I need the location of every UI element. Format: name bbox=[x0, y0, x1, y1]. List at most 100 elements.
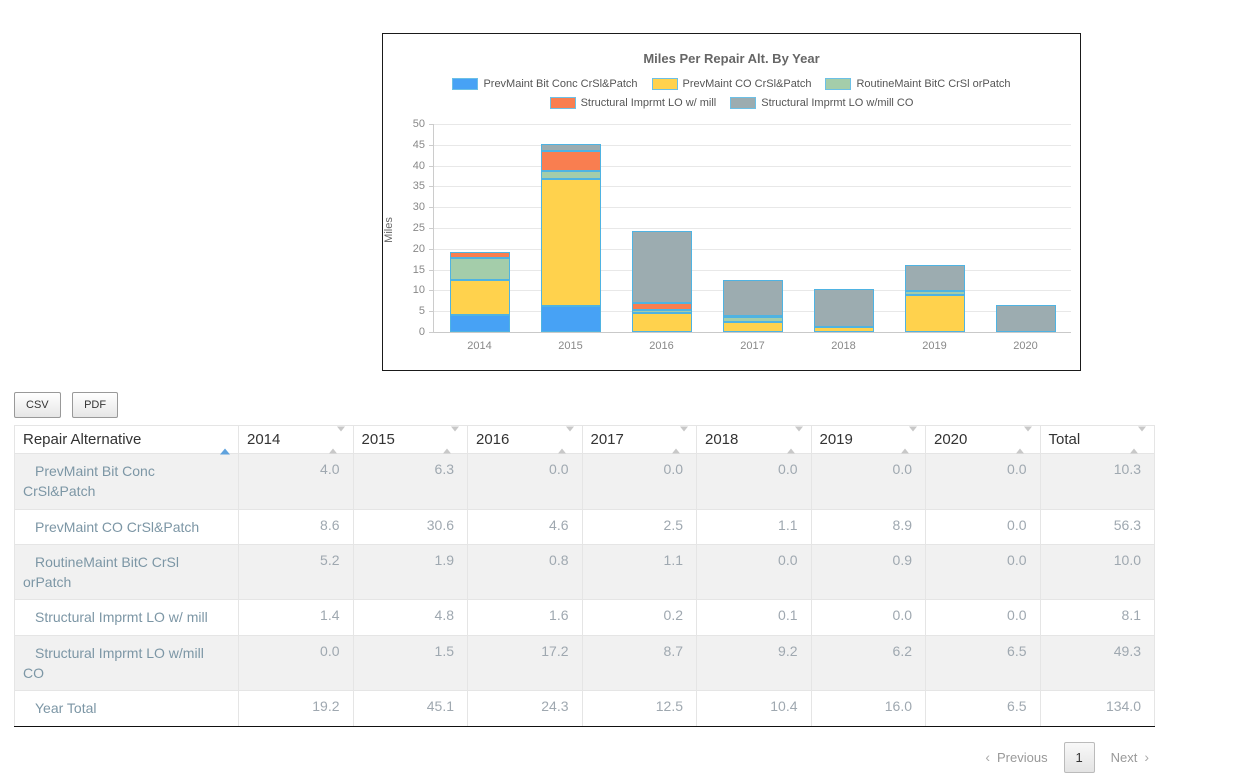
pdf-export-button[interactable]: PDF bbox=[72, 392, 119, 418]
column-header-label: 2016 bbox=[476, 431, 510, 448]
table-row-year-total: Year Total 19.2 45.1 24.3 12.5 10.4 16.0 6.5 134… bbox=[14, 690, 1155, 727]
sort-both-icon bbox=[557, 426, 574, 453]
value-cell: 56.3 bbox=[1039, 508, 1155, 545]
value-cell: 49.3 bbox=[1039, 634, 1155, 692]
gridline bbox=[434, 228, 1071, 229]
bar-segment[interactable] bbox=[449, 252, 510, 258]
column-header-2015[interactable]: 2015 bbox=[352, 425, 468, 454]
x-tick-label: 2014 bbox=[467, 340, 492, 352]
bar-segment[interactable] bbox=[904, 291, 965, 295]
y-tick-mark bbox=[429, 248, 434, 250]
column-header-2019[interactable]: 2019 bbox=[810, 425, 926, 454]
sort-ascending-icon bbox=[220, 431, 230, 454]
bar-segment[interactable] bbox=[449, 279, 510, 316]
value-cell: 1.1 bbox=[581, 543, 697, 601]
repair-alternative-cell: PrevMaint CO CrSl&Patch bbox=[14, 508, 239, 545]
sort-both-icon bbox=[1130, 426, 1146, 453]
bar-segment[interactable] bbox=[722, 317, 783, 322]
csv-export-button[interactable]: CSV bbox=[14, 392, 61, 418]
pagination-page-1-button[interactable]: 1 bbox=[1063, 741, 1095, 773]
gridline bbox=[434, 165, 1071, 167]
bar-segment[interactable] bbox=[631, 302, 692, 310]
bar-segment[interactable] bbox=[631, 309, 692, 313]
legend-label: PrevMaint Bit Conc CrSl&Patch bbox=[483, 78, 638, 90]
legend-row: Structural Imprmt LO w/ mill Structural I… bbox=[383, 97, 1080, 109]
chart-legend: PrevMaint Bit Conc CrSl&Patch PrevMaint C… bbox=[383, 78, 1080, 116]
value-cell: 8.9 bbox=[810, 508, 926, 545]
bar-segment[interactable] bbox=[449, 257, 510, 280]
pagination-previous-button[interactable]: ‹ Previous bbox=[985, 749, 1047, 765]
bar-segment[interactable] bbox=[540, 305, 601, 332]
value-cell: 10.4 bbox=[696, 690, 812, 727]
repair-alternative-cell: PrevMaint Bit Conc CrSl&Patch bbox=[14, 453, 239, 510]
legend-swatch bbox=[549, 97, 576, 109]
column-header-2014[interactable]: 2014 bbox=[238, 425, 354, 454]
legend-item[interactable]: Structural Imprmt LO w/ mill bbox=[549, 97, 716, 109]
legend-item[interactable]: PrevMaint CO CrSl&Patch bbox=[651, 78, 812, 90]
value-cell: 16.0 bbox=[810, 690, 926, 727]
column-header-total[interactable]: Total bbox=[1039, 425, 1155, 454]
value-cell: 1.4 bbox=[238, 599, 354, 636]
value-cell: 4.0 bbox=[238, 453, 354, 510]
sort-both-icon bbox=[786, 426, 803, 453]
repair-alternative-cell: Structural Imprmt LO w/ mill bbox=[14, 599, 239, 636]
legend-label: RoutineMaint BitC CrSl orPatch bbox=[856, 78, 1011, 90]
legend-label: PrevMaint CO CrSl&Patch bbox=[682, 78, 812, 90]
y-tick-label: 35 bbox=[412, 180, 425, 193]
legend-item[interactable]: Structural Imprmt LO w/mill CO bbox=[730, 97, 913, 109]
column-header-2018[interactable]: 2018 bbox=[696, 425, 812, 454]
value-cell: 10.3 bbox=[1039, 453, 1155, 510]
x-tick-label: 2016 bbox=[649, 340, 674, 352]
repair-alternative-table: Repair Alternative 2014 2015 2016 2017 2018 20… bbox=[14, 425, 1155, 727]
bar-segment[interactable] bbox=[540, 178, 601, 306]
pagination-next-button[interactable]: Next › bbox=[1111, 749, 1149, 765]
legend-label: Structural Imprmt LO w/mill CO bbox=[761, 97, 914, 109]
y-tick-mark bbox=[429, 269, 434, 271]
column-header-repair-alternative[interactable]: Repair Alternative bbox=[14, 425, 239, 454]
bar-segment[interactable] bbox=[540, 170, 601, 179]
gridline bbox=[434, 269, 1071, 271]
bar-segment[interactable] bbox=[904, 294, 965, 332]
column-header-2020[interactable]: 2020 bbox=[925, 425, 1041, 454]
value-cell: 0.0 bbox=[581, 453, 697, 510]
chart-panel: Miles Per Repair Alt. By Year PrevMaint … bbox=[382, 33, 1081, 371]
column-header-2017[interactable]: 2017 bbox=[581, 425, 697, 454]
value-cell: 1.5 bbox=[352, 634, 468, 692]
y-tick-mark bbox=[429, 290, 434, 292]
value-cell: 0.2 bbox=[581, 599, 697, 636]
bar-segment[interactable] bbox=[631, 312, 692, 332]
x-tick-label: 2020 bbox=[1013, 340, 1038, 352]
table-header-row: Repair Alternative 2014 2015 2016 2017 2018 20… bbox=[14, 425, 1155, 454]
bar-segment[interactable] bbox=[540, 150, 601, 171]
y-tick-mark bbox=[429, 207, 434, 209]
y-tick-label: 5 bbox=[418, 305, 425, 318]
value-cell: 0.0 bbox=[467, 453, 583, 510]
column-header-label: 2020 bbox=[934, 431, 968, 448]
column-header-label: Repair Alternative bbox=[23, 431, 142, 448]
column-header-2016[interactable]: 2016 bbox=[467, 425, 583, 454]
y-tick-label: 20 bbox=[412, 242, 425, 255]
value-cell: 0.0 bbox=[238, 634, 354, 692]
legend-item[interactable]: PrevMaint Bit Conc CrSl&Patch bbox=[452, 78, 638, 90]
y-tick-mark bbox=[429, 186, 434, 188]
legend-item[interactable]: RoutineMaint BitC CrSl orPatch bbox=[825, 78, 1011, 90]
bar-segment[interactable] bbox=[449, 315, 510, 332]
bar-segment[interactable] bbox=[995, 304, 1056, 332]
bar-segment[interactable] bbox=[813, 288, 874, 328]
value-cell: 30.6 bbox=[352, 508, 468, 545]
y-tick-label: 50 bbox=[412, 118, 425, 130]
bar-segment[interactable] bbox=[540, 144, 601, 151]
bar-segment[interactable] bbox=[722, 321, 783, 332]
value-cell: 10.0 bbox=[1039, 543, 1155, 601]
bar-segment[interactable] bbox=[813, 327, 874, 332]
bar-segment[interactable] bbox=[631, 231, 692, 303]
bar-segment[interactable] bbox=[904, 265, 965, 292]
value-cell: 0.0 bbox=[925, 543, 1041, 601]
value-cell: 0.9 bbox=[810, 543, 926, 601]
bar-segment[interactable] bbox=[722, 280, 783, 317]
value-cell: 19.2 bbox=[238, 690, 354, 727]
legend-swatch bbox=[452, 78, 479, 90]
value-cell: 8.7 bbox=[581, 634, 697, 692]
value-cell: 6.5 bbox=[925, 690, 1041, 727]
sort-both-icon bbox=[1015, 426, 1032, 453]
